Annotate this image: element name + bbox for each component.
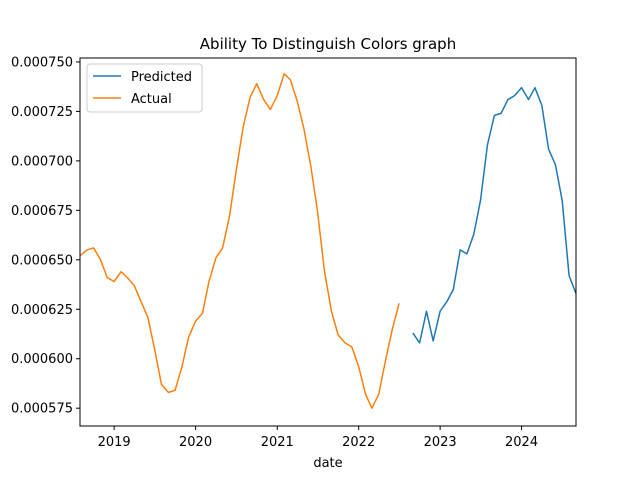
- y-tick-label: 0.000600: [11, 352, 73, 367]
- x-tick-label: 2024: [505, 435, 538, 450]
- legend: Predicted Actual: [86, 63, 203, 113]
- x-tick-label: 2023: [424, 435, 457, 450]
- x-tick-label: 2022: [342, 435, 375, 450]
- x-tick-label: 2021: [261, 435, 294, 450]
- x-axis-label: date: [313, 456, 342, 471]
- y-tick-label: 0.000700: [11, 154, 73, 169]
- y-tick-label: 0.000625: [11, 303, 73, 318]
- y-tick-label: 0.000675: [11, 204, 73, 219]
- y-tick-label: 0.000750: [11, 55, 73, 70]
- chart-title: Ability To Distinguish Colors graph: [200, 35, 456, 53]
- y-tick-label: 0.000650: [11, 253, 73, 268]
- x-tick-label: 2020: [179, 435, 212, 450]
- series-predicted: [412, 86, 576, 344]
- series-actual: [80, 73, 400, 409]
- series-line-predicted: [412, 86, 576, 344]
- y-axis: 0.000575 0.000600 0.000625 0.000650 0.000675…: [11, 55, 80, 417]
- plot-frame: [79, 57, 577, 427]
- legend-label-actual: Actual: [131, 92, 172, 107]
- series-layer: [80, 73, 576, 409]
- legend-label-predicted: Predicted: [131, 70, 192, 85]
- x-axis: 2019 2020 2021 2022 2023 2024: [98, 426, 538, 450]
- y-tick-label: 0.000725: [11, 105, 73, 120]
- x-tick-label: 2019: [98, 435, 131, 450]
- series-line-actual: [80, 73, 400, 409]
- y-tick-label: 0.000575: [11, 402, 73, 417]
